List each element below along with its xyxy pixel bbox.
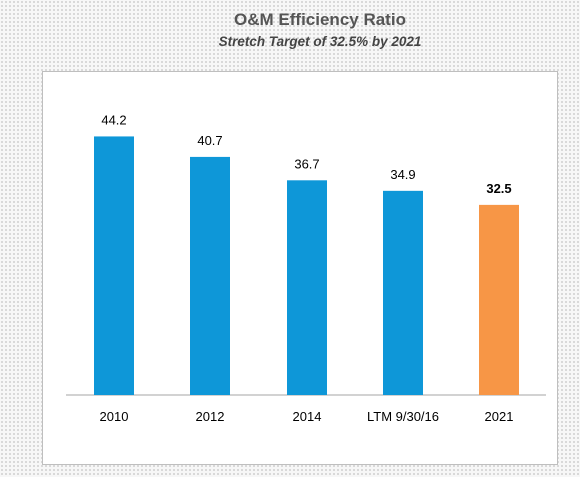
bar-0 — [94, 136, 134, 395]
x-tick-label-4: 2021 — [485, 409, 514, 424]
data-label-0: 44.2 — [101, 112, 126, 127]
data-label-4: 32.5 — [486, 181, 511, 196]
bar-1 — [190, 156, 230, 395]
x-tick-label-1: 2012 — [196, 409, 225, 424]
bar-2 — [287, 180, 327, 395]
data-label-2: 36.7 — [294, 156, 319, 171]
x-tick-label-3: LTM 9/30/16 — [367, 409, 439, 424]
data-label-3: 34.9 — [390, 167, 415, 182]
data-label-1: 40.7 — [197, 133, 222, 148]
bar-4 — [479, 204, 519, 395]
x-tick-label-2: 2014 — [293, 409, 322, 424]
bar-3 — [383, 190, 423, 395]
chart-subtitle: Stretch Target of 32.5% by 2021 — [218, 34, 422, 49]
x-tick-label-0: 2010 — [100, 409, 129, 424]
chart-title: O&M Efficiency Ratio — [234, 10, 406, 29]
